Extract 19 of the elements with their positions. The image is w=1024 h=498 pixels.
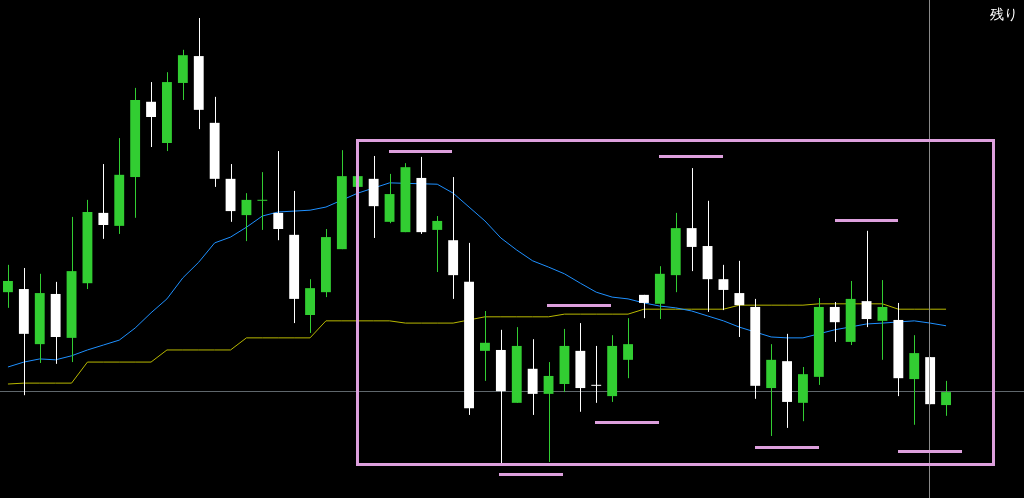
candlestick bbox=[861, 230, 872, 328]
candlestick bbox=[829, 301, 840, 343]
candlestick bbox=[146, 81, 156, 148]
candlestick bbox=[241, 192, 252, 242]
candlestick bbox=[686, 167, 697, 272]
candlestick bbox=[98, 163, 109, 240]
text: 残り bbox=[990, 6, 1018, 24]
candlestick bbox=[941, 380, 951, 417]
candlestick bbox=[877, 279, 888, 361]
candlestick bbox=[543, 361, 554, 463]
candlestick bbox=[257, 171, 268, 231]
candlestick bbox=[273, 150, 284, 241]
candlestick bbox=[480, 310, 490, 382]
candlestick bbox=[591, 345, 602, 404]
candlestick bbox=[734, 260, 745, 338]
candlestick bbox=[623, 317, 633, 379]
candlestick bbox=[718, 264, 729, 311]
candlestick bbox=[432, 215, 443, 273]
candlestick bbox=[3, 264, 13, 309]
